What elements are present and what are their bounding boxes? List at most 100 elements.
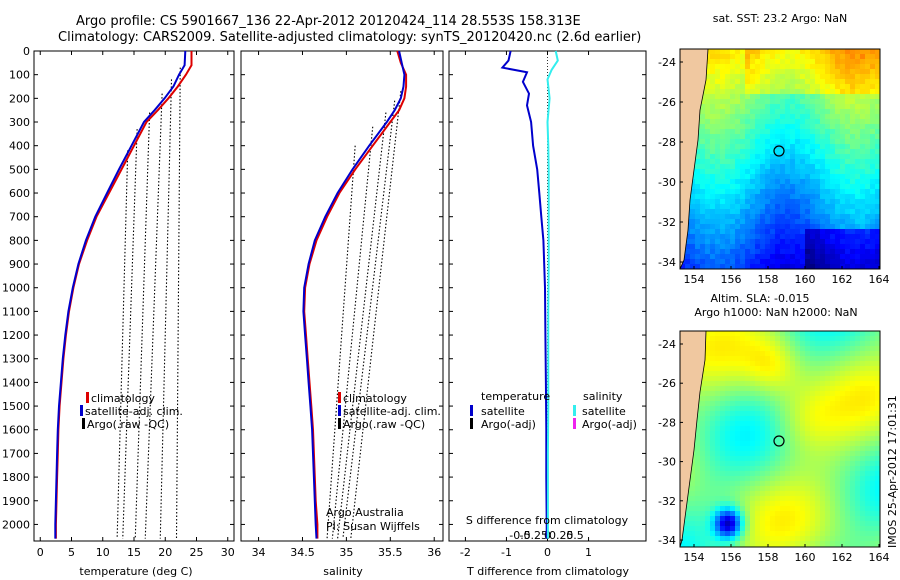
map-cell [835, 209, 841, 215]
map-cell [720, 511, 726, 517]
map-cell [755, 204, 761, 210]
map-cell [810, 159, 816, 165]
map-cell [750, 259, 756, 265]
map-cell [745, 49, 751, 55]
map-cell [850, 59, 856, 65]
map-cell [775, 451, 781, 457]
map-cell [725, 164, 731, 170]
map-cell [715, 134, 721, 140]
map-cell [790, 204, 796, 210]
map-cell [790, 341, 796, 347]
map-cell [685, 521, 691, 527]
map-cell [845, 376, 851, 382]
map-cell [800, 426, 806, 432]
map-cell [810, 451, 816, 457]
map-cell [805, 89, 811, 95]
map-cell [790, 486, 796, 492]
map-cell [750, 89, 756, 95]
map-cell [865, 214, 871, 220]
map-cell [815, 189, 821, 195]
map-cell [850, 174, 856, 180]
map-cell [770, 516, 776, 522]
map-cell [730, 466, 736, 472]
map-cell [715, 139, 721, 145]
map-cell [795, 244, 801, 250]
map-cell [850, 516, 856, 522]
map-cell [820, 441, 826, 447]
map-cell [765, 486, 771, 492]
map-cell [750, 496, 756, 502]
plot-frame [240, 50, 444, 542]
map-cell [795, 331, 801, 337]
map-cell [870, 356, 876, 362]
legend-satellite-label: satellite-adj. clim. [85, 405, 183, 418]
map-cell [845, 219, 851, 225]
map-cell [860, 521, 866, 527]
map-cell [805, 511, 811, 517]
map-cell [785, 346, 791, 352]
map-cell [735, 446, 741, 452]
map-cell [860, 451, 866, 457]
map-cell [790, 426, 796, 432]
map-cell [715, 486, 721, 492]
map-cell [710, 356, 716, 362]
map-cell [865, 244, 871, 250]
map-cell [810, 184, 816, 190]
map-cell [715, 336, 721, 342]
map-cell [835, 154, 841, 160]
map-cell [705, 536, 711, 542]
map-cell [860, 139, 866, 145]
map-cell [705, 426, 711, 432]
map-cell [840, 74, 846, 80]
map-cell [765, 209, 771, 215]
map-cell [800, 229, 806, 235]
map-cell [830, 471, 836, 477]
map-cell [840, 169, 846, 175]
map-x-tick-label: 154 [684, 273, 705, 286]
map-cell [735, 496, 741, 502]
map-cell [725, 254, 731, 260]
map-cell [830, 361, 836, 367]
map-cell [835, 249, 841, 255]
map-cell [810, 331, 816, 337]
map-cell [830, 254, 836, 260]
map-cell [685, 264, 691, 269]
map-cell [720, 259, 726, 265]
credit-line-1: Argo Australia [326, 506, 404, 519]
map-cell [875, 466, 880, 472]
map-cell [835, 361, 841, 367]
map-cell [850, 421, 856, 427]
map-cell [710, 466, 716, 472]
map-cell [710, 451, 716, 457]
map-cell [865, 451, 871, 457]
map-cell [795, 466, 801, 472]
map-cell [750, 69, 756, 75]
map-cell [780, 421, 786, 427]
map-cell [835, 481, 841, 487]
map-cell [835, 54, 841, 60]
map-cell [765, 259, 771, 265]
map-cell [780, 159, 786, 165]
map-cell [840, 371, 846, 377]
map-cell [695, 486, 701, 492]
map-cell [860, 104, 866, 110]
map-cell [855, 356, 861, 362]
map-cell [820, 466, 826, 472]
map-cell [705, 189, 711, 195]
map-cell [870, 174, 876, 180]
map-cell [745, 496, 751, 502]
map-cell [760, 224, 766, 230]
map-cell [820, 361, 826, 367]
map-cell [805, 381, 811, 387]
map-cell [820, 199, 826, 205]
map-cell [730, 139, 736, 145]
map-cell [800, 526, 806, 532]
map-cell [740, 331, 746, 337]
map-cell [730, 124, 736, 130]
map-cell [800, 496, 806, 502]
map-cell [855, 381, 861, 387]
map-cell [700, 526, 706, 532]
map-cell [745, 254, 751, 260]
map-cell [810, 536, 816, 542]
map-cell [770, 396, 776, 402]
